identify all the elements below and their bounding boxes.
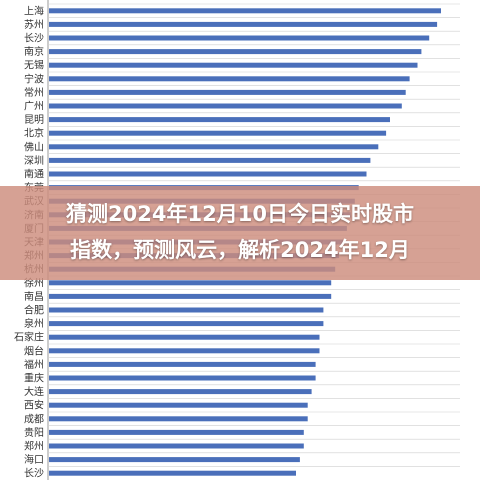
bar [49, 8, 441, 14]
category-label: 深圳 [24, 155, 44, 167]
bar [49, 49, 422, 55]
category-label: 南昌 [24, 290, 44, 303]
category-label: 长沙 [24, 33, 44, 45]
bar [49, 293, 332, 299]
category-label: 烟台 [24, 344, 44, 357]
category-label: 宁波 [24, 72, 44, 85]
category-label: 泉州 [24, 317, 44, 330]
banner-text: 猜测2024年12月10日今日实时股市 指数，预测风云，解析2024年12月 [0, 196, 480, 268]
bar [49, 76, 410, 82]
bar [49, 117, 390, 123]
category-label: 南通 [24, 168, 44, 181]
category-label: 贵阳 [24, 426, 44, 439]
banner-line-2: 指数，预测风云，解析2024年12月 [70, 238, 410, 262]
category-label: 石家庄 [14, 331, 44, 344]
bar [49, 416, 308, 422]
category-label: 大连 [24, 385, 44, 398]
category-label: 长沙 [24, 468, 44, 480]
bar [49, 375, 316, 381]
bar [49, 157, 371, 163]
bar [49, 130, 387, 136]
bar [49, 89, 406, 95]
category-label: 福州 [24, 358, 44, 371]
category-label: 昆明 [24, 114, 44, 126]
bar [49, 307, 324, 313]
bar [49, 348, 320, 354]
title-banner [0, 186, 480, 280]
category-label: 郑州 [24, 440, 44, 453]
bar [49, 103, 402, 109]
bar [49, 334, 320, 340]
category-label: 成都 [24, 413, 44, 425]
category-label: 北京 [24, 127, 44, 140]
bar [49, 389, 312, 395]
bar [49, 402, 308, 408]
bar [49, 443, 304, 449]
banner-line-1: 猜测2024年12月10日今日实时股市 [66, 202, 414, 226]
category-label: 西安 [24, 399, 44, 412]
category-label: 合肥 [24, 304, 44, 317]
bar [49, 457, 300, 463]
bar [49, 429, 304, 435]
category-label: 海口 [24, 453, 44, 466]
bar [49, 280, 332, 286]
category-label: 上海 [24, 4, 44, 17]
bar [49, 62, 418, 68]
category-label: 南京 [24, 45, 44, 58]
bar [49, 21, 438, 27]
bar [49, 321, 324, 327]
bar [49, 35, 430, 41]
category-label: 常州 [24, 86, 44, 99]
category-label: 广州 [24, 101, 44, 113]
bar [49, 144, 379, 150]
bar [49, 470, 296, 476]
bar [49, 171, 367, 177]
category-label: 佛山 [24, 140, 44, 153]
bar [49, 361, 316, 367]
category-label: 无锡 [24, 59, 44, 72]
category-label: 重庆 [24, 372, 44, 385]
category-label: 苏州 [24, 18, 44, 31]
